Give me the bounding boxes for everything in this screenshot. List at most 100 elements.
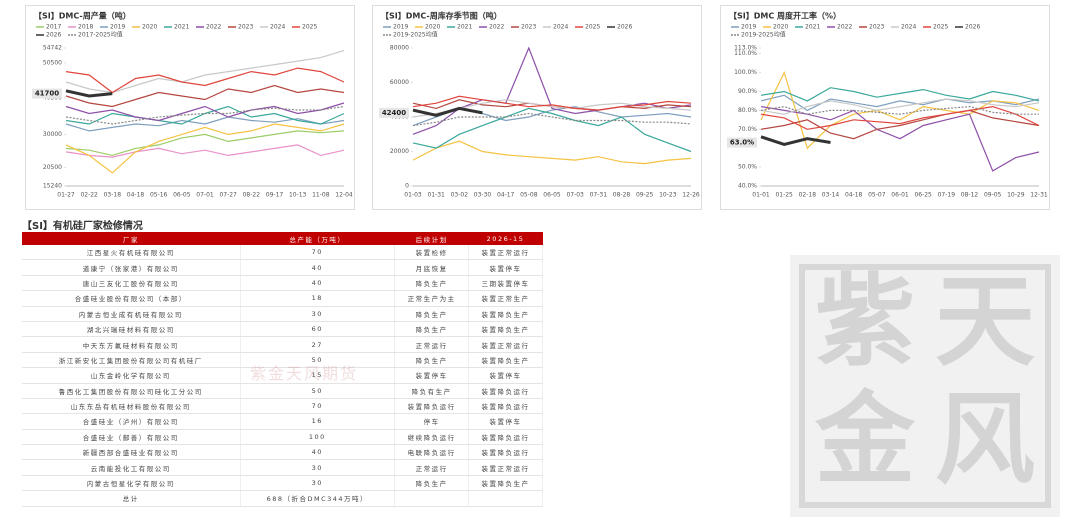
table-cell: 70	[240, 398, 396, 415]
x-tick-label: 08-22	[243, 192, 261, 199]
chart-title: 【SI】DMC 周度开工率（%）	[729, 11, 841, 21]
table-cell: 30	[240, 306, 396, 322]
table-cell: 18	[240, 290, 396, 307]
series-line	[760, 105, 1039, 115]
y-tick-label: 100.0%	[734, 69, 757, 76]
y-tick-label: 80.0%	[738, 107, 757, 114]
table-cell: 16	[240, 413, 396, 430]
x-tick-label: 01-03	[404, 192, 422, 199]
column-header: 厂家	[22, 232, 241, 245]
table-row: 中天东方氟硅材料有限公司 27 正常运行 装置正常运行	[22, 336, 543, 353]
table-cell: 装置检修	[394, 245, 470, 261]
current-value-box	[379, 107, 409, 118]
table-cell: 装置停车	[468, 259, 543, 276]
legend-label: 2019	[741, 24, 756, 31]
table-cell: 云南能投化工有限公司	[22, 459, 241, 476]
y-tick-label: 15240	[43, 183, 62, 190]
table-cell: 降负有生产	[394, 383, 470, 399]
x-tick-label: 06-01	[891, 192, 909, 199]
series-line	[412, 112, 692, 127]
header-row: 厂家 总产能（万吨） 后续计划 2026-15	[22, 232, 543, 245]
table-cell: 40	[240, 259, 396, 276]
watermark: 紫金天风期货	[250, 364, 359, 383]
column-header: 2026-15	[468, 232, 543, 245]
table-cell: 正常运行	[394, 459, 470, 476]
legend-label: 2024	[901, 24, 916, 31]
y-tick-label: 30000	[43, 131, 62, 138]
stamp-char: 金	[814, 380, 916, 498]
legend-label: 2025	[302, 24, 317, 31]
table-body: 江西星火有机硅有限公司 70 装置检修 装置正常运行 道康宁（张家港）有限公司 40 月底恢…	[22, 245, 543, 507]
series-line	[412, 46, 692, 135]
table-title: 【SI】有机硅厂家检修情况	[22, 221, 143, 232]
current-value-label: 41700	[35, 90, 59, 98]
table-cell: 装置降负运行	[468, 383, 543, 399]
legend-label: 2017	[46, 24, 61, 31]
table-cell: 装置降负生产	[468, 306, 543, 322]
table-cell: 山东东岳有机硅材料股份有限公司	[22, 398, 241, 415]
series-line	[412, 95, 692, 111]
table-cell: 内蒙古恒星化学有限公司	[22, 475, 241, 492]
table-cell: 70	[240, 245, 396, 261]
x-tick-label: 01-31	[427, 192, 445, 199]
series-line	[65, 123, 345, 174]
series-line	[760, 87, 1040, 102]
legend-label: 2024	[553, 24, 568, 31]
legend-label: 2022	[837, 24, 852, 31]
x-tick-label: 01-27	[57, 192, 75, 199]
x-tick-label: 09-25	[636, 192, 654, 199]
table-row: 浙江新安化工集团股份有限公司有机硅厂 50 降负生产 装置降负生产	[22, 352, 543, 369]
table-cell: 60	[240, 321, 396, 338]
x-tick-label: 02-18	[799, 192, 817, 199]
x-tick-label: 09-17	[266, 192, 284, 199]
column-header: 后续计划	[394, 232, 469, 245]
series-line	[760, 98, 1040, 115]
table-cell: 正常运行	[394, 336, 470, 353]
current-value-label: 42400	[382, 109, 406, 117]
table-cell: 唐山三友化工股份有限公司	[22, 275, 241, 292]
legend-label: 2021	[174, 24, 189, 31]
stamp-char: 风	[935, 380, 1035, 498]
table-cell: 新疆西部合盛硅业有限公司	[22, 444, 241, 461]
x-tick-label: 05-07	[868, 192, 886, 199]
table-cell: 降负生产	[394, 352, 470, 369]
legend-label: 2020	[425, 24, 440, 31]
table-cell: 装置降负运行	[394, 398, 470, 415]
table-cell: 停车	[394, 413, 470, 430]
table-cell: 装置正常运行	[468, 336, 543, 353]
series-line	[65, 50, 345, 94]
x-tick-label: 09-05	[984, 192, 1002, 199]
table-row: 内蒙古恒星化学有限公司 30 降负生产 装置降负生产	[22, 475, 543, 492]
table-row: 山东东岳有机硅材料股份有限公司 70 装置降负运行 装置降负运行	[22, 398, 543, 415]
table-cell: 装置正常运行	[468, 459, 543, 476]
x-tick-label: 02-22	[80, 192, 98, 199]
legend-label: 2026	[617, 24, 632, 31]
table-row: 合盛硅业（泸州）有限公司 16 停车 装置停车	[22, 413, 543, 430]
table: 厂家 总产能（万吨） 后续计划 2026-15 江西星火有机硅有限公司 70 装置检修 装置正…	[22, 232, 543, 507]
x-tick-label: 05-08	[520, 192, 538, 199]
table-cell: 30	[240, 475, 396, 492]
legend-label: 2019	[110, 24, 125, 31]
table-row: 湖北兴瑞硅材料有限公司 60 降负生产 装置降负生产	[22, 321, 543, 338]
current-value-label: 63.0%	[730, 139, 754, 147]
series-line	[65, 130, 345, 157]
series-line	[412, 140, 692, 165]
table-cell: 降负生产	[394, 306, 470, 322]
table-cell: 装置降负生产	[468, 321, 543, 338]
table-cell: 30	[240, 459, 396, 476]
current-value-box	[727, 137, 757, 148]
table-row: 合盛硅业（鄯善）有限公司 100 继续降负运行 装置降负运行	[22, 429, 543, 446]
legend-label: 2025	[933, 24, 948, 31]
table-cell: 装置降负运行	[468, 398, 543, 415]
table-cell: 三期装置停车	[468, 275, 543, 292]
y-tick-label: 20500	[43, 164, 62, 171]
x-tick-label: 03-02	[451, 192, 469, 199]
chart: 【SI】DMC 周度开工率（%） 2019 2020 2021 2022 2023 2024…	[727, 11, 1048, 199]
x-tick-label: 03-18	[104, 192, 122, 199]
legend-label: 2026	[46, 32, 61, 39]
table-cell: 降负生产	[394, 321, 470, 338]
x-tick-label: 06-05	[543, 192, 561, 199]
y-tick-label: 0	[405, 183, 409, 190]
legend-label: 2022	[489, 24, 504, 31]
legend-label: 2020	[773, 24, 788, 31]
